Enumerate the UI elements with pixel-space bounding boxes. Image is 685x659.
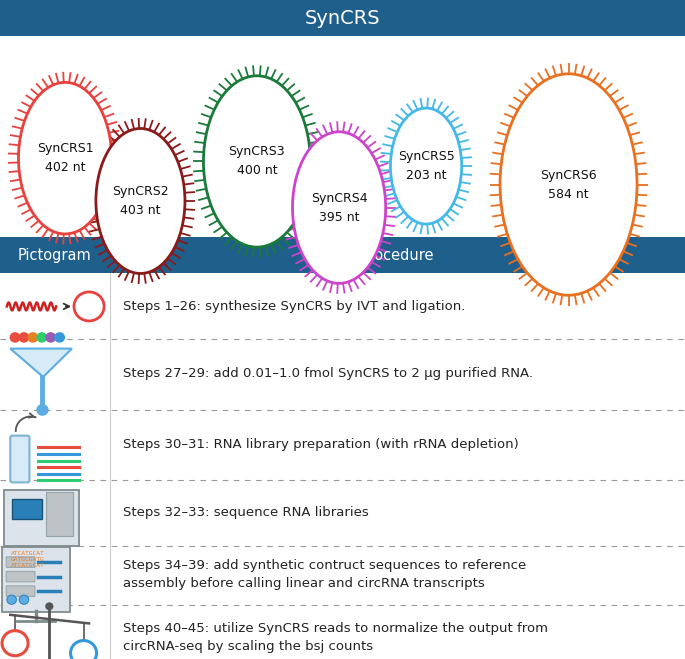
Text: SynCRS6
584 nt: SynCRS6 584 nt <box>540 169 597 200</box>
Text: Steps 32–33: sequence RNA libraries: Steps 32–33: sequence RNA libraries <box>123 506 369 519</box>
Circle shape <box>54 332 65 343</box>
FancyBboxPatch shape <box>46 492 73 536</box>
Circle shape <box>19 595 29 604</box>
FancyBboxPatch shape <box>6 571 35 582</box>
Circle shape <box>71 641 97 659</box>
Circle shape <box>74 292 104 321</box>
Ellipse shape <box>18 82 112 234</box>
FancyBboxPatch shape <box>110 237 685 273</box>
FancyBboxPatch shape <box>12 499 42 519</box>
Ellipse shape <box>500 74 637 295</box>
FancyBboxPatch shape <box>6 557 35 567</box>
FancyBboxPatch shape <box>6 586 35 596</box>
Text: ATCATGCAT
GATGCGATG
ATCATGCAT: ATCATGCAT GATGCGATG ATCATGCAT <box>10 551 45 567</box>
Text: Steps 27–29: add 0.01–1.0 fmol SynCRS to 2 μg purified RNA.: Steps 27–29: add 0.01–1.0 fmol SynCRS to… <box>123 367 534 380</box>
Text: Pictogram: Pictogram <box>18 248 92 263</box>
Ellipse shape <box>203 76 310 247</box>
Circle shape <box>18 332 29 343</box>
Text: Steps 30–31: RNA library preparation (with rRNA depletion): Steps 30–31: RNA library preparation (wi… <box>123 438 519 451</box>
Circle shape <box>36 404 49 416</box>
Text: Steps 34–39: add synthetic contruct sequences to reference
assembly before calli: Steps 34–39: add synthetic contruct sequ… <box>123 559 527 590</box>
Circle shape <box>45 602 53 610</box>
Ellipse shape <box>292 132 386 283</box>
Circle shape <box>10 332 21 343</box>
Polygon shape <box>10 349 72 377</box>
FancyBboxPatch shape <box>4 490 79 546</box>
Text: SynCRS: SynCRS <box>305 9 380 28</box>
Text: SynCRS2
403 nt: SynCRS2 403 nt <box>112 185 169 217</box>
Text: Steps 40–45: utilize SynCRS reads to normalize the output from
circRNA-seq by sc: Steps 40–45: utilize SynCRS reads to nor… <box>123 622 548 654</box>
Text: Procedure: Procedure <box>360 248 434 263</box>
FancyBboxPatch shape <box>0 0 685 36</box>
Text: Steps 1–26: synthesize SynCRS by IVT and ligation.: Steps 1–26: synthesize SynCRS by IVT and… <box>123 300 466 313</box>
Text: SynCRS3
400 nt: SynCRS3 400 nt <box>229 146 285 177</box>
Circle shape <box>2 631 28 656</box>
Circle shape <box>36 332 47 343</box>
Text: SynCRS5
203 nt: SynCRS5 203 nt <box>398 150 454 182</box>
Circle shape <box>27 332 38 343</box>
Ellipse shape <box>390 108 462 224</box>
Text: SynCRS1
402 nt: SynCRS1 402 nt <box>37 142 93 174</box>
FancyBboxPatch shape <box>2 547 70 612</box>
Text: SynCRS4
395 nt: SynCRS4 395 nt <box>311 192 367 223</box>
FancyBboxPatch shape <box>0 237 110 273</box>
FancyBboxPatch shape <box>10 436 29 482</box>
Ellipse shape <box>96 129 185 273</box>
Circle shape <box>7 595 16 604</box>
Circle shape <box>45 332 56 343</box>
